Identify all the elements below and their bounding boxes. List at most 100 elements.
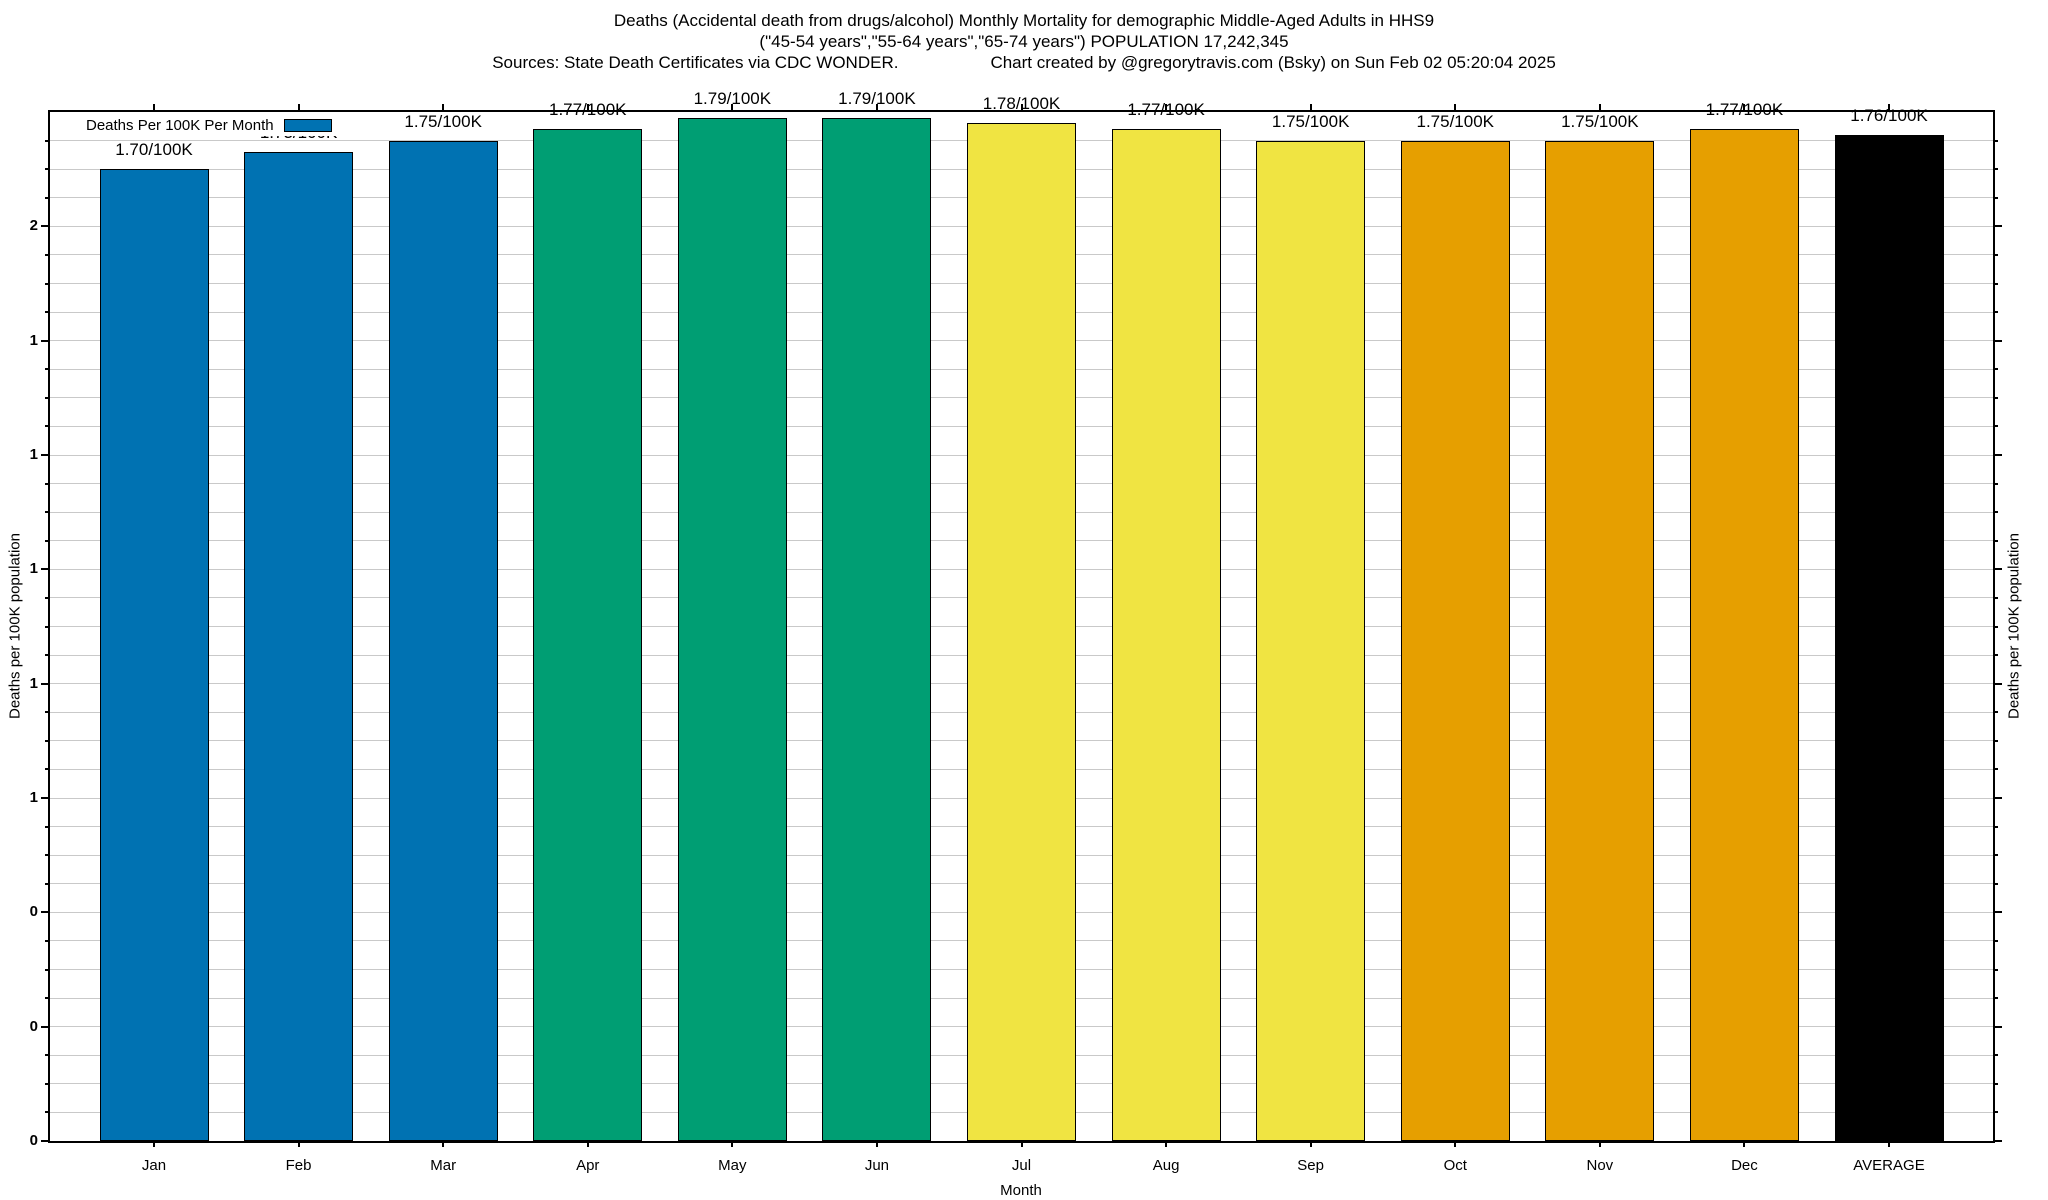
y-tick xyxy=(1993,882,1998,885)
bar xyxy=(822,117,932,1141)
y-tick xyxy=(45,854,50,857)
y-tick xyxy=(45,425,50,428)
y-tick xyxy=(45,882,50,885)
y-tick xyxy=(1993,511,1998,514)
x-tick xyxy=(442,1141,445,1147)
x-tick xyxy=(1743,104,1746,112)
y-tick-label: 1 xyxy=(29,674,38,692)
y-tick xyxy=(1993,425,1998,428)
month-label: Feb xyxy=(285,1157,312,1174)
y-tick-label: 2 xyxy=(29,217,38,235)
month-label: Mar xyxy=(430,1157,457,1174)
y-tick xyxy=(1993,368,1998,371)
bar xyxy=(533,129,643,1141)
y-tick xyxy=(1993,1111,1998,1114)
x-tick xyxy=(297,1141,300,1147)
y-tick xyxy=(1993,454,2002,456)
y-tick xyxy=(45,168,50,171)
y-tick xyxy=(1993,311,1998,314)
x-tick xyxy=(875,1141,878,1147)
y-tick xyxy=(45,482,50,485)
month-label: May xyxy=(718,1157,747,1174)
bar-value-label: 1.77/100K xyxy=(1705,100,1784,120)
y-tick xyxy=(45,511,50,514)
month-label: Oct xyxy=(1443,1157,1467,1174)
y-tick xyxy=(1993,625,1998,628)
bar-value-label: 1.75/100K xyxy=(404,111,482,131)
bar-value-label: 1.79/100K xyxy=(693,88,772,108)
y-tick xyxy=(1993,596,1998,599)
bar-value-label: 1.70/100K xyxy=(115,140,193,160)
x-tick xyxy=(731,104,734,112)
title-block: Deaths (Accidental death from drugs/alco… xyxy=(0,10,2048,73)
month-label: Nov xyxy=(1586,1157,1614,1174)
y-tick xyxy=(45,1054,50,1057)
y-tick-label: 0 xyxy=(29,903,38,921)
y-tick xyxy=(41,1025,50,1028)
y-axis-label-left: Deaths per 100K population xyxy=(6,533,24,719)
y-tick xyxy=(45,282,50,285)
bar xyxy=(1545,140,1655,1141)
y-tick xyxy=(45,368,50,371)
y-tick xyxy=(1993,225,2002,228)
y-tick xyxy=(1993,768,1998,771)
month-label: Jul xyxy=(1011,1157,1032,1174)
x-tick xyxy=(1598,1141,1601,1147)
y-tick xyxy=(1993,711,1998,714)
y-tick xyxy=(45,939,50,942)
month-label: Jan xyxy=(141,1157,167,1174)
month-label: Dec xyxy=(1731,1157,1758,1174)
y-tick xyxy=(1993,939,1998,942)
y-tick xyxy=(1993,968,1998,971)
y-tick-label: 0 xyxy=(29,1132,38,1149)
y-tick xyxy=(45,1082,50,1085)
x-tick xyxy=(1309,104,1312,112)
y-tick xyxy=(1993,568,2002,571)
y-tick xyxy=(41,225,50,228)
x-tick xyxy=(442,104,445,112)
y-tick xyxy=(1993,139,1998,142)
y-tick-label: 1 xyxy=(29,446,38,463)
y-tick xyxy=(1993,1082,1998,1085)
y-tick xyxy=(1993,825,1998,828)
x-tick xyxy=(1165,1141,1168,1147)
bar-value-label: 1.78/100K xyxy=(982,94,1061,114)
bar xyxy=(388,140,498,1141)
y-tick xyxy=(45,711,50,714)
y-tick xyxy=(1993,1054,1998,1057)
y-tick xyxy=(1993,196,1998,199)
legend-swatch xyxy=(283,119,332,132)
y-tick xyxy=(41,911,50,914)
y-tick xyxy=(1993,682,2002,685)
bar-value-label: 1.76/100K xyxy=(1850,105,1928,125)
bar xyxy=(1400,140,1510,1141)
y-tick xyxy=(45,139,50,142)
x-tick xyxy=(1454,1141,1457,1147)
y-tick xyxy=(41,797,50,799)
x-tick xyxy=(1020,104,1023,112)
y-tick xyxy=(45,625,50,628)
x-tick xyxy=(1743,1141,1746,1147)
source-credit-line: Sources: State Death Certificates via CD… xyxy=(0,52,2048,73)
y-tick xyxy=(1993,396,1998,399)
y-tick xyxy=(45,1111,50,1114)
y-tick xyxy=(45,311,50,314)
sources-note: Sources: State Death Certificates via CD… xyxy=(492,53,899,72)
y-tick-label: 1 xyxy=(29,560,38,578)
x-tick xyxy=(1598,104,1601,112)
y-tick xyxy=(1993,1025,2002,1028)
month-label: AVERAGE xyxy=(1853,1157,1925,1174)
y-tick xyxy=(45,596,50,599)
y-tick xyxy=(45,396,50,399)
y-tick xyxy=(45,997,50,1000)
legend-label: Deaths Per 100K Per Month xyxy=(86,117,274,134)
x-tick xyxy=(297,104,300,112)
bar xyxy=(1689,129,1799,1141)
x-tick xyxy=(153,104,155,112)
y-tick xyxy=(1993,739,1998,742)
y-tick-label: 1 xyxy=(29,789,38,806)
y-tick xyxy=(1993,482,1998,485)
bar-value-label: 1.77/100K xyxy=(548,100,627,120)
x-tick xyxy=(153,1141,155,1147)
